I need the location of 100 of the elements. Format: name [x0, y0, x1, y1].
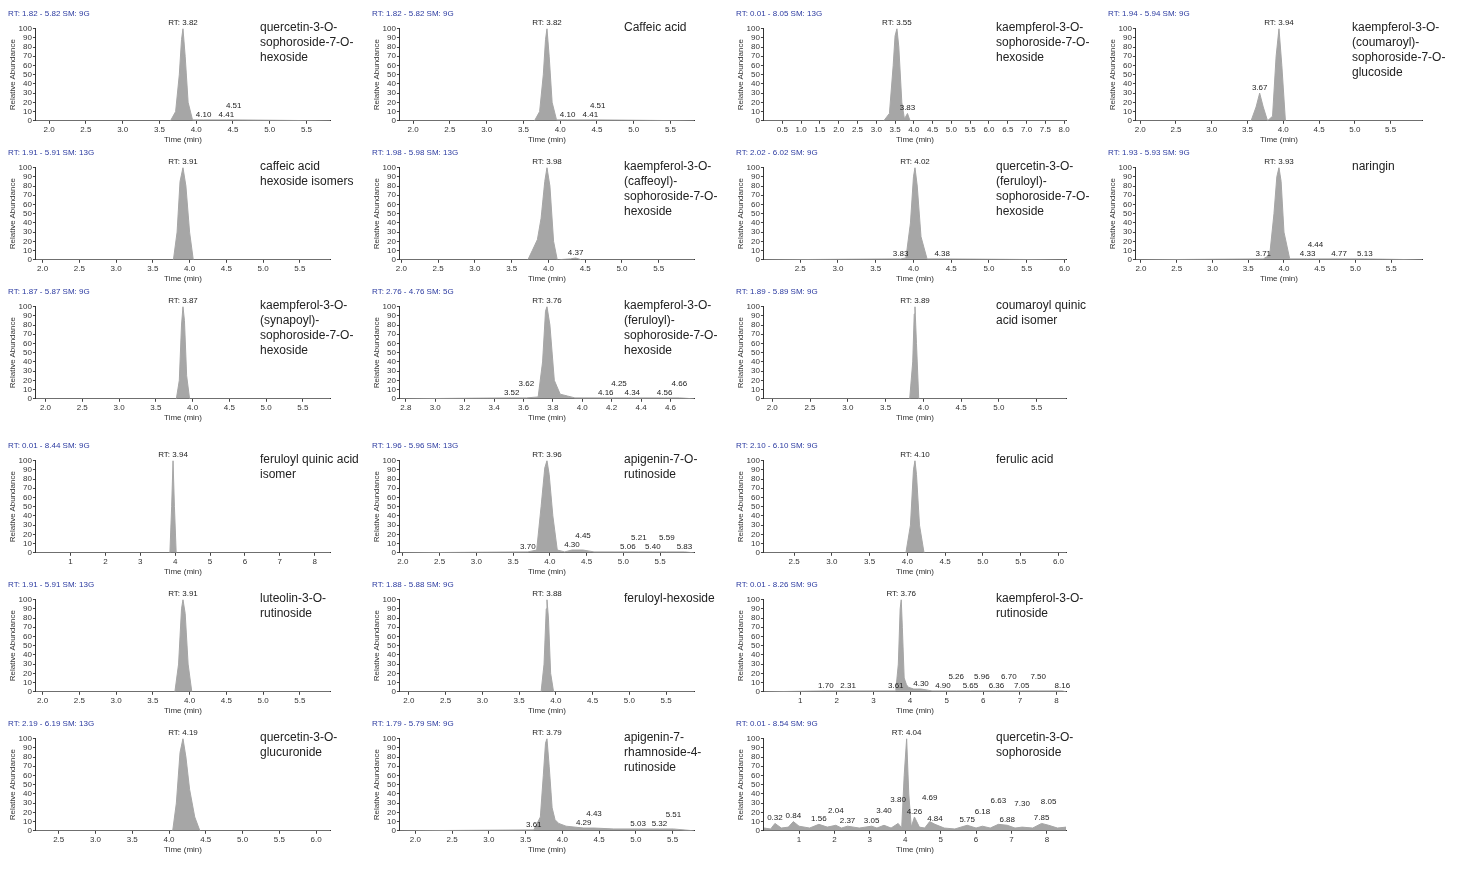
annotation: RT: 3.96: [532, 450, 563, 460]
x-tick-label: 2.0: [395, 263, 408, 273]
x-tick-label: 1: [68, 556, 74, 566]
x-tick-label: 4.0: [556, 834, 569, 844]
y-tick-label: 80: [387, 474, 397, 484]
y-tick-label: 70: [387, 329, 397, 339]
x-tick-label: 3.5: [153, 124, 166, 134]
annotation: 4.66: [671, 378, 688, 388]
y-tick-label: 40: [751, 357, 761, 367]
y-tick-label: 10: [387, 538, 397, 548]
y-tick-label: 10: [387, 106, 397, 116]
y-tick-label: 60: [1123, 199, 1133, 209]
x-tick-label: 4.5: [927, 124, 939, 134]
y-tick-label: 100: [1118, 162, 1133, 172]
chart-subtitle: RT: 1.89 - 5.89 SM: 9G: [736, 287, 818, 296]
y-tick-label: 50: [23, 69, 33, 79]
text: apigenin-7-rhamnoside-4-rutinoside: [624, 730, 703, 775]
y-tick-label: 40: [387, 650, 397, 660]
annotation: 2.31: [840, 680, 857, 690]
x-tick-label: 2.0: [1134, 124, 1147, 134]
y-tick-label: 50: [751, 779, 761, 789]
annotation: 6.88: [999, 814, 1016, 824]
annotation: 5.21: [631, 532, 648, 542]
x-tick-label: 4: [907, 695, 913, 705]
chart-title: feruloyl-hexoside: [624, 591, 716, 606]
y-tick-label: 0: [391, 826, 397, 835]
x-tick-label: 5.5: [294, 263, 306, 273]
y-tick-label: 100: [18, 594, 33, 604]
y-tick-label: 100: [18, 23, 33, 33]
y-tick-label: 0: [391, 548, 397, 557]
chart-title: naringin: [1352, 159, 1396, 174]
y-tick-label: 50: [387, 779, 397, 789]
y-tick-label: 40: [1123, 79, 1133, 89]
y-tick-label: 40: [23, 789, 33, 799]
x-tick-label: 4.0: [544, 556, 557, 566]
x-tick-label: 2.5: [73, 263, 86, 273]
y-tick-label: 60: [387, 199, 397, 209]
y-axis-title: Relative Abundance: [1108, 38, 1117, 111]
y-tick-label: 0: [27, 116, 33, 125]
x-tick-label: 5.0: [260, 402, 273, 412]
chart-subtitle: RT: 1.91 - 5.91 SM: 13G: [8, 580, 95, 589]
y-tick-label: 100: [746, 23, 761, 33]
y-tick-label: 100: [382, 455, 397, 465]
y-tick-label: 90: [751, 33, 761, 43]
x-tick-label: 2.0: [39, 402, 52, 412]
x-tick-label: 3.4: [488, 402, 501, 412]
x-tick-label: 3.0: [842, 402, 854, 412]
x-tick-label: 4.5: [220, 695, 233, 705]
y-axis-title: Relative Abundance: [8, 38, 17, 111]
x-tick-label: 3.5: [506, 263, 518, 273]
y-tick-label: 0: [27, 826, 33, 835]
y-tick-label: 0: [391, 255, 397, 264]
y-tick-label: 60: [751, 770, 761, 780]
x-tick-label: 4.5: [939, 556, 952, 566]
x-tick-label: 8.0: [1058, 124, 1071, 134]
y-axis-title: Relative Abundance: [736, 177, 745, 250]
x-tick-label: 2.8: [400, 402, 412, 412]
annotation: 4.51: [589, 100, 607, 110]
x-tick-label: 3.5: [889, 124, 902, 134]
x-tick-label: 3.5: [870, 263, 882, 273]
x-tick-label: 5.0: [617, 556, 630, 566]
x-axis-title: Time (min): [1260, 135, 1299, 145]
y-tick-label: 30: [751, 366, 761, 376]
x-tick-label: 2.0: [1135, 263, 1148, 273]
x-tick-label: 3.0: [826, 556, 839, 566]
x-tick-label: 3.5: [150, 402, 162, 412]
y-tick-label: 80: [751, 181, 761, 191]
y-tick-label: 40: [23, 218, 33, 228]
y-tick-label: 30: [387, 659, 397, 669]
x-tick-label: 7: [1009, 834, 1015, 844]
x-tick-label: 2.5: [804, 402, 817, 412]
y-tick-label: 50: [387, 347, 397, 357]
y-tick-label: 90: [751, 311, 761, 321]
y-tick-label: 50: [1123, 208, 1133, 218]
x-axis-title: Time (min): [164, 274, 203, 284]
x-tick-label: 5.5: [660, 695, 673, 705]
y-tick-label: 50: [387, 640, 397, 650]
y-tick-label: 90: [23, 311, 33, 321]
y-tick-label: 60: [751, 60, 761, 70]
x-tick-label: 4.5: [227, 124, 240, 134]
y-tick-label: 70: [23, 51, 33, 61]
x-tick-label: 3.0: [113, 402, 126, 412]
annotation: 4.38: [934, 248, 951, 258]
y-tick-label: 20: [751, 236, 761, 246]
chart-subtitle: RT: 1.88 - 5.88 SM: 9G: [372, 580, 454, 589]
x-tick-label: 5: [938, 834, 944, 844]
x-tick-label: 4.0: [901, 556, 914, 566]
y-tick-label: 50: [1123, 69, 1133, 79]
x-tick-label: 3.0: [483, 834, 496, 844]
chart-title: Caffeic acid: [624, 20, 688, 35]
annotation: 0.32: [767, 813, 784, 823]
x-tick-label: 4.0: [917, 402, 930, 412]
annotation: 5.65: [962, 680, 979, 690]
y-axis-title: Relative Abundance: [372, 470, 381, 543]
y-tick-label: 30: [751, 227, 761, 237]
chart-title: kaempferol-3-O-rutinoside: [996, 591, 1085, 621]
x-tick-label: 4: [172, 556, 178, 566]
annotation: 3.80: [890, 795, 907, 805]
y-tick-label: 40: [387, 789, 397, 799]
x-tick-label: 3.6: [517, 402, 530, 412]
